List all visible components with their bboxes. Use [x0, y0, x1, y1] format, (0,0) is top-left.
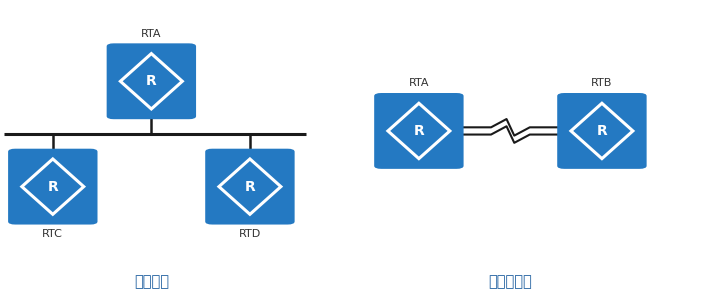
- Text: R: R: [244, 180, 256, 194]
- FancyBboxPatch shape: [8, 149, 97, 225]
- Text: RTB: RTB: [591, 79, 612, 88]
- Text: R: R: [413, 124, 425, 138]
- Text: RTA: RTA: [408, 79, 429, 88]
- Text: 点到点类型: 点到点类型: [489, 274, 532, 289]
- Text: R: R: [596, 124, 608, 138]
- Text: R: R: [146, 74, 157, 88]
- Text: RTA: RTA: [141, 29, 162, 39]
- FancyBboxPatch shape: [558, 93, 647, 169]
- FancyBboxPatch shape: [107, 43, 196, 119]
- FancyBboxPatch shape: [375, 93, 463, 169]
- FancyBboxPatch shape: [206, 149, 294, 225]
- Text: R: R: [47, 180, 58, 194]
- Text: RTC: RTC: [42, 229, 63, 239]
- Text: RTD: RTD: [239, 229, 261, 239]
- Text: 广播类型: 广播类型: [134, 274, 169, 289]
